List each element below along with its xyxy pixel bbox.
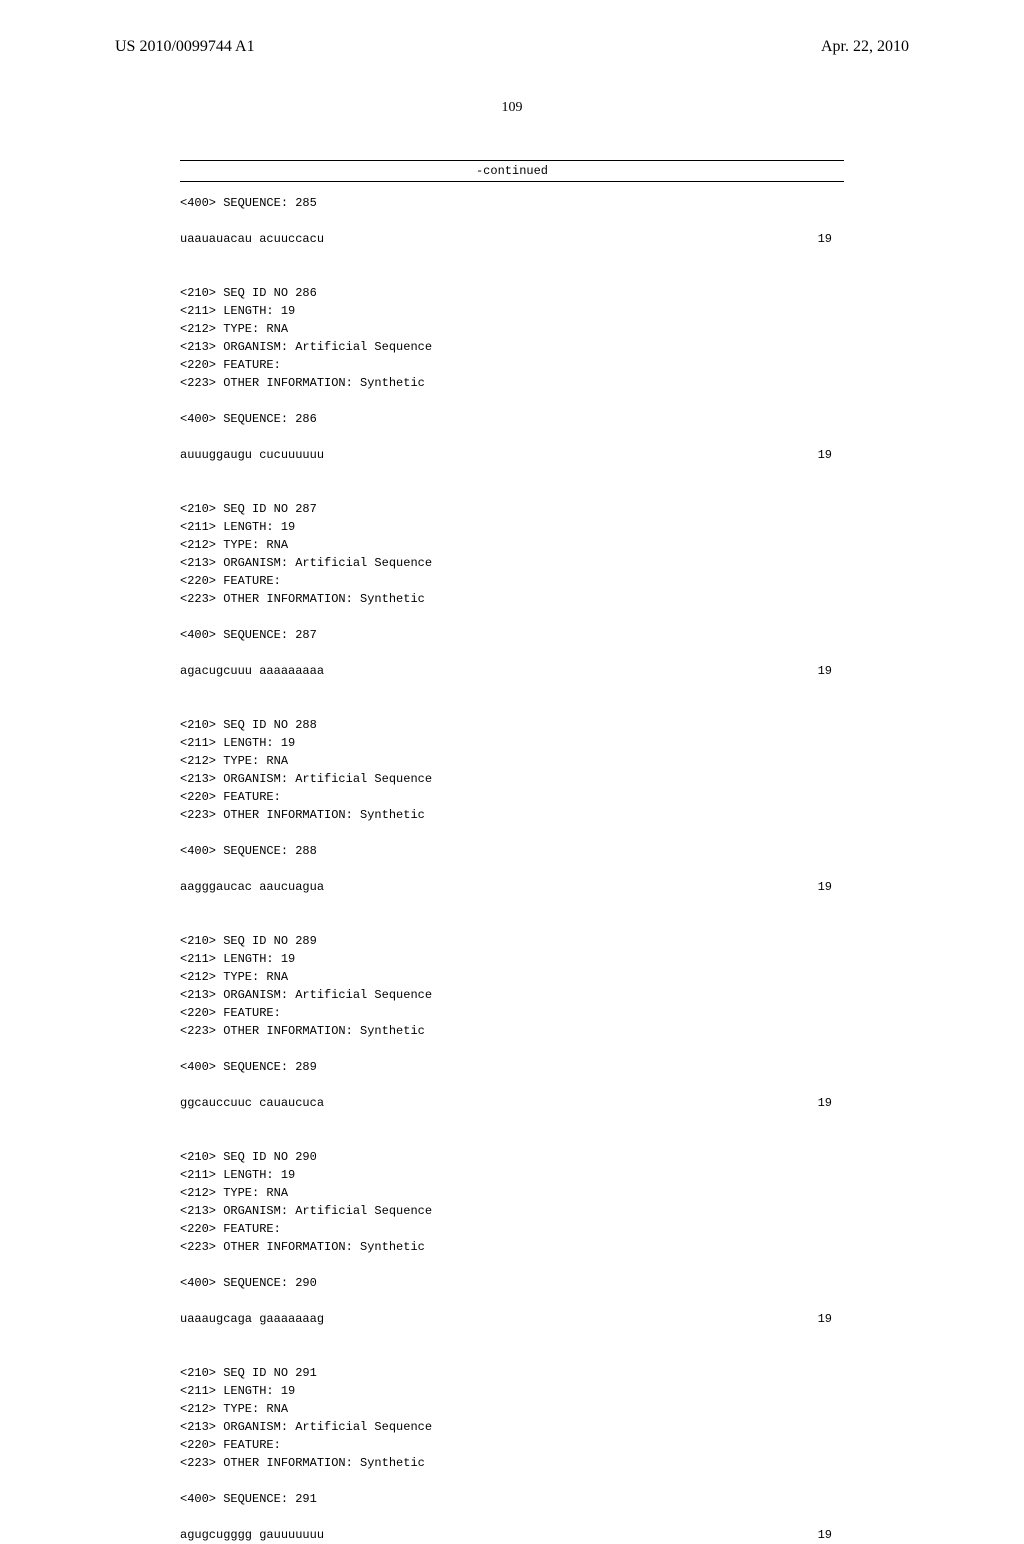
seq-header-line: <213> ORGANISM: Artificial Sequence xyxy=(180,554,844,572)
seq-header-line: <211> LENGTH: 19 xyxy=(180,950,844,968)
seq-header-line: <223> OTHER INFORMATION: Synthetic xyxy=(180,590,844,608)
seq-header-line: <212> TYPE: RNA xyxy=(180,536,844,554)
seq-header-line: <210> SEQ ID NO 288 xyxy=(180,716,844,734)
seq-header-line: <220> FEATURE: xyxy=(180,1004,844,1022)
blank-line xyxy=(180,608,844,626)
page-header: US 2010/0099744 A1 Apr. 22, 2010 xyxy=(0,0,1024,62)
seq-label: <400> SEQUENCE: 289 xyxy=(180,1058,844,1076)
seq-header-line: <212> TYPE: RNA xyxy=(180,1184,844,1202)
sequence-length: 19 xyxy=(818,1094,844,1112)
seq-header-line: <212> TYPE: RNA xyxy=(180,968,844,986)
seq-label: <400> SEQUENCE: 291 xyxy=(180,1490,844,1508)
seq-header-line: <211> LENGTH: 19 xyxy=(180,1382,844,1400)
sequence-block-289: <210> SEQ ID NO 289 <211> LENGTH: 19 <21… xyxy=(180,914,844,1112)
seq-header-line: <212> TYPE: RNA xyxy=(180,752,844,770)
sequence-length: 19 xyxy=(818,1310,844,1328)
blank-line xyxy=(180,212,844,230)
sequence-length: 19 xyxy=(818,1526,844,1544)
seq-label: <400> SEQUENCE: 288 xyxy=(180,842,844,860)
blank-line xyxy=(180,1346,844,1364)
sequence-block-285: <400> SEQUENCE: 285 uaauauacau acuuccacu… xyxy=(180,194,844,248)
sequence-block-287: <210> SEQ ID NO 287 <211> LENGTH: 19 <21… xyxy=(180,482,844,680)
blank-line xyxy=(180,1076,844,1094)
seq-header-line: <210> SEQ ID NO 287 xyxy=(180,500,844,518)
blank-line xyxy=(180,1256,844,1274)
sequence-text: auuuggaugu cucuuuuuu xyxy=(180,446,324,464)
sequence-block-288: <210> SEQ ID NO 288 <211> LENGTH: 19 <21… xyxy=(180,698,844,896)
seq-header-line: <211> LENGTH: 19 xyxy=(180,302,844,320)
seq-header-line: <213> ORGANISM: Artificial Sequence xyxy=(180,986,844,1004)
blank-line xyxy=(180,698,844,716)
blank-line xyxy=(180,266,844,284)
blank-line xyxy=(180,914,844,932)
blank-line xyxy=(180,1130,844,1148)
blank-line xyxy=(180,824,844,842)
seq-header-line: <223> OTHER INFORMATION: Synthetic xyxy=(180,1454,844,1472)
seq-header-line: <213> ORGANISM: Artificial Sequence xyxy=(180,338,844,356)
continued-divider: -continued xyxy=(180,160,844,182)
blank-line xyxy=(180,1472,844,1490)
publication-number: US 2010/0099744 A1 xyxy=(115,38,255,56)
blank-line xyxy=(180,428,844,446)
seq-label: <400> SEQUENCE: 290 xyxy=(180,1274,844,1292)
seq-header-line: <213> ORGANISM: Artificial Sequence xyxy=(180,770,844,788)
seq-header-line: <212> TYPE: RNA xyxy=(180,320,844,338)
blank-line xyxy=(180,1292,844,1310)
sequence-length: 19 xyxy=(818,662,844,680)
blank-line xyxy=(180,860,844,878)
seq-label: <400> SEQUENCE: 287 xyxy=(180,626,844,644)
sequence-row: agacugcuuu aaaaaaaaa 19 xyxy=(180,662,844,680)
seq-label: <400> SEQUENCE: 286 xyxy=(180,410,844,428)
seq-header-line: <213> ORGANISM: Artificial Sequence xyxy=(180,1202,844,1220)
sequence-row: auuuggaugu cucuuuuuu 19 xyxy=(180,446,844,464)
sequence-text: ggcauccuuc cauaucuca xyxy=(180,1094,324,1112)
sequence-text: uaauauacau acuuccacu xyxy=(180,230,324,248)
blank-line xyxy=(180,644,844,662)
seq-header-line: <211> LENGTH: 19 xyxy=(180,518,844,536)
sequence-text: agugcugggg gauuuuuuu xyxy=(180,1526,324,1544)
sequence-row: uaaaugcaga gaaaaaaag 19 xyxy=(180,1310,844,1328)
seq-header-line: <210> SEQ ID NO 290 xyxy=(180,1148,844,1166)
seq-header-line: <211> LENGTH: 19 xyxy=(180,1166,844,1184)
seq-header-line: <223> OTHER INFORMATION: Synthetic xyxy=(180,374,844,392)
seq-header-line: <220> FEATURE: xyxy=(180,1436,844,1454)
continued-label: -continued xyxy=(476,162,548,180)
sequence-length: 19 xyxy=(818,446,844,464)
seq-header-line: <220> FEATURE: xyxy=(180,788,844,806)
seq-header-line: <212> TYPE: RNA xyxy=(180,1400,844,1418)
sequence-text: aagggaucac aaucuagua xyxy=(180,878,324,896)
sequence-block-291: <210> SEQ ID NO 291 <211> LENGTH: 19 <21… xyxy=(180,1346,844,1544)
blank-line xyxy=(180,392,844,410)
blank-line xyxy=(180,482,844,500)
seq-header-line: <210> SEQ ID NO 291 xyxy=(180,1364,844,1382)
seq-header-line: <211> LENGTH: 19 xyxy=(180,734,844,752)
seq-header-line: <220> FEATURE: xyxy=(180,1220,844,1238)
seq-header-line: <220> FEATURE: xyxy=(180,356,844,374)
blank-line xyxy=(180,1508,844,1526)
sequence-row: uaauauacau acuuccacu 19 xyxy=(180,230,844,248)
sequence-length: 19 xyxy=(818,878,844,896)
sequence-listing-content: -continued <400> SEQUENCE: 285 uaauauaca… xyxy=(0,160,1024,1544)
sequence-text: uaaaugcaga gaaaaaaag xyxy=(180,1310,324,1328)
sequence-block-290: <210> SEQ ID NO 290 <211> LENGTH: 19 <21… xyxy=(180,1130,844,1328)
publication-date: Apr. 22, 2010 xyxy=(821,38,909,56)
seq-header-line: <210> SEQ ID NO 289 xyxy=(180,932,844,950)
seq-header-line: <223> OTHER INFORMATION: Synthetic xyxy=(180,1022,844,1040)
sequence-length: 19 xyxy=(818,230,844,248)
seq-header-line: <213> ORGANISM: Artificial Sequence xyxy=(180,1418,844,1436)
sequence-row: agugcugggg gauuuuuuu 19 xyxy=(180,1526,844,1544)
sequence-row: aagggaucac aaucuagua 19 xyxy=(180,878,844,896)
sequence-row: ggcauccuuc cauaucuca 19 xyxy=(180,1094,844,1112)
seq-header-line: <210> SEQ ID NO 286 xyxy=(180,284,844,302)
sequence-text: agacugcuuu aaaaaaaaa xyxy=(180,662,324,680)
blank-line xyxy=(180,1040,844,1058)
sequence-block-286: <210> SEQ ID NO 286 <211> LENGTH: 19 <21… xyxy=(180,266,844,464)
seq-header-line: <220> FEATURE: xyxy=(180,572,844,590)
seq-header-line: <223> OTHER INFORMATION: Synthetic xyxy=(180,1238,844,1256)
seq-header-line: <400> SEQUENCE: 285 xyxy=(180,194,844,212)
seq-header-line: <223> OTHER INFORMATION: Synthetic xyxy=(180,806,844,824)
page-number: 109 xyxy=(0,100,1024,116)
